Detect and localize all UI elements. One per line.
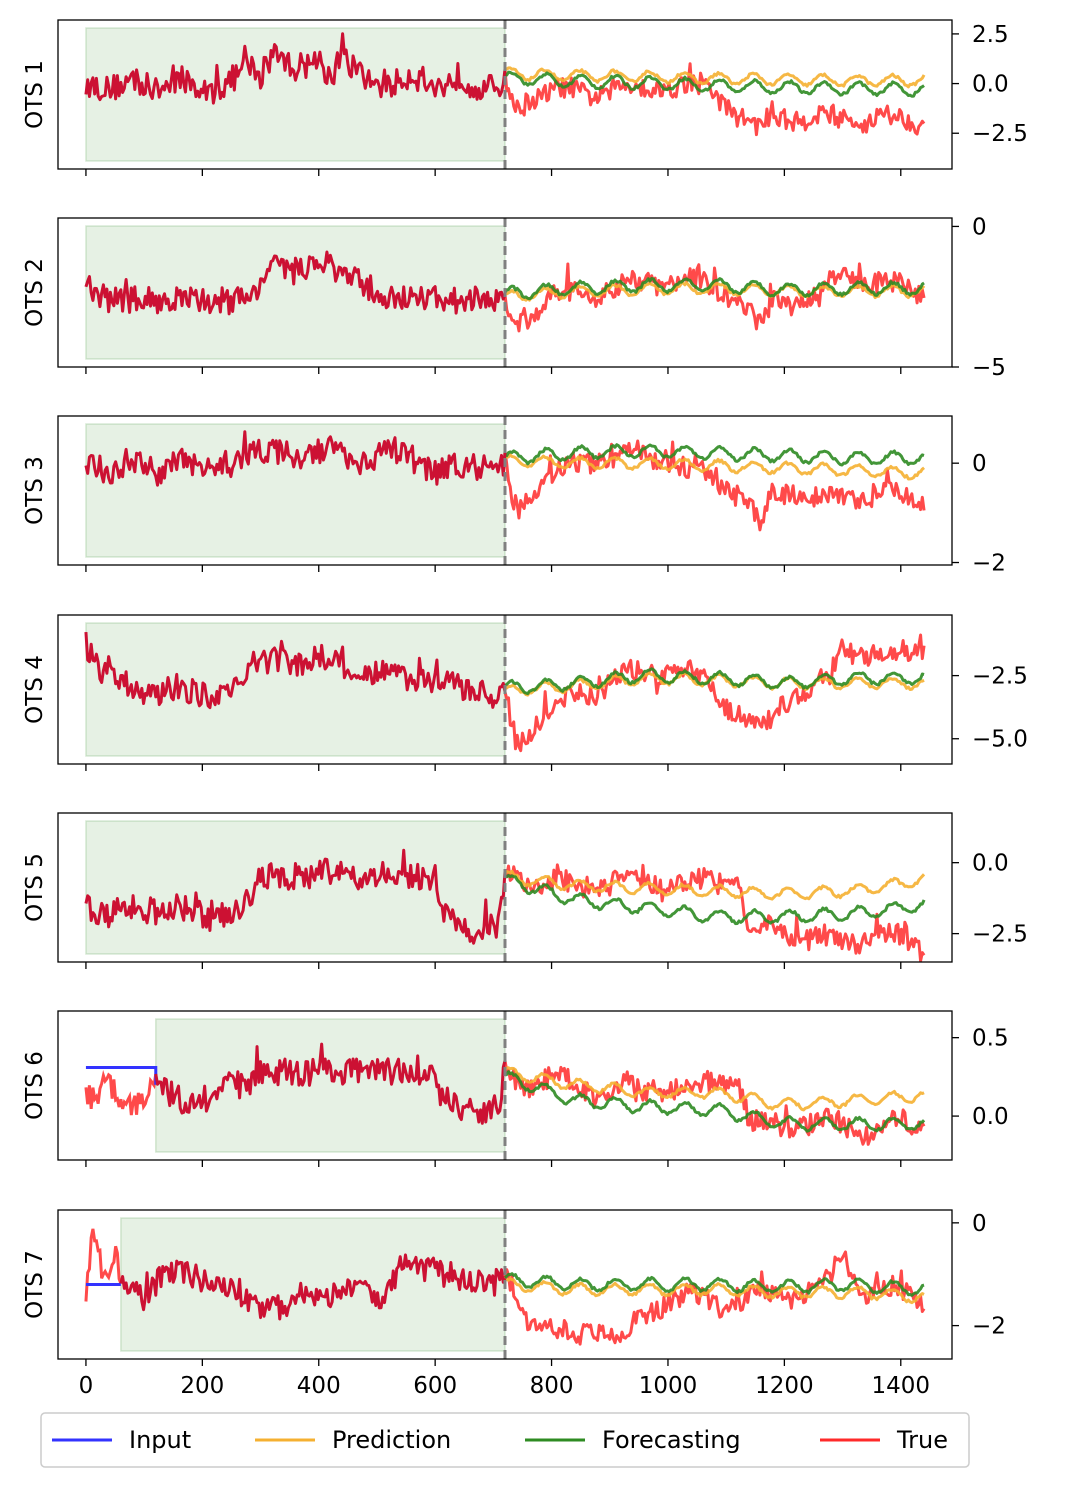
x-tick-label: 0 <box>79 1373 94 1399</box>
panel-plot-area <box>84 1018 926 1153</box>
x-tick-label: 400 <box>297 1373 341 1399</box>
y-tick-label: −2 <box>972 1314 1006 1340</box>
lookback-window-region <box>120 1217 506 1352</box>
legend-item-input: Input <box>52 1426 191 1454</box>
y-tick-label: −2.5 <box>972 121 1028 147</box>
y-tick-label: 2.5 <box>972 22 1009 48</box>
true-past-line <box>84 1069 158 1116</box>
prediction-line <box>503 869 926 901</box>
true-future-line <box>503 262 926 333</box>
legend-label-prediction: Prediction <box>332 1426 451 1454</box>
y-tick-label: 0.0 <box>972 72 1009 98</box>
y-tick-label: −2.5 <box>972 922 1028 948</box>
y-tick-label: 0.0 <box>972 851 1009 877</box>
y-tick-label: −5.0 <box>972 727 1028 753</box>
panel-frame <box>57 217 953 368</box>
forecasting-line <box>503 276 925 301</box>
y-tick-label: −2 <box>972 551 1006 577</box>
legend-label-true: True <box>896 1426 948 1454</box>
input-true-overlap-line <box>119 1253 507 1321</box>
panel-plot-area <box>84 423 926 558</box>
legend-label-input: Input <box>129 1426 191 1454</box>
panel-3: 0 −2 OTS 3 <box>22 415 1006 577</box>
forecasting-line <box>504 667 925 696</box>
legend: Input Prediction Forecasting True <box>40 1412 970 1468</box>
x-tick-label: 1400 <box>872 1373 931 1399</box>
y-axis-label: OTS 7 <box>22 1250 48 1319</box>
true-past-line <box>84 1228 123 1302</box>
panel-plot-area <box>84 820 926 962</box>
panel-7: 0 200 400 600 800 1000 1200 1400 0 −2 OTS 7 <box>22 1209 1006 1399</box>
x-tick-label: 600 <box>413 1373 457 1399</box>
panel-frame <box>57 1209 953 1360</box>
x-tick-label: 1000 <box>639 1373 698 1399</box>
input-true-overlap-line <box>84 250 507 316</box>
forecasting-line <box>504 70 925 98</box>
legend-box <box>40 1412 970 1468</box>
true-future-line <box>503 633 926 753</box>
forecasting-line <box>504 443 925 467</box>
forecasting-line <box>504 1070 926 1133</box>
panel-1: 2.5 0.0 −2.5 OTS 1 <box>22 19 1028 176</box>
input-true-overlap-line <box>84 430 507 487</box>
true-future-line <box>503 1060 926 1146</box>
panel-frame <box>57 812 953 963</box>
true-future-line <box>503 62 926 137</box>
y-tick-label: 0.0 <box>972 1104 1009 1130</box>
lookback-window-region <box>85 423 506 558</box>
panel-plot-area <box>84 27 926 162</box>
panel-6: 0.5 0.0 OTS 6 <box>22 1010 1009 1167</box>
y-tick-label: −2.5 <box>972 664 1028 690</box>
panel-2: 0 −5 OTS 2 <box>22 214 1006 381</box>
prediction-line <box>504 1066 925 1112</box>
x-tick-label: 200 <box>180 1373 224 1399</box>
y-axis-label: OTS 5 <box>22 853 48 922</box>
input-true-overlap-line <box>84 848 507 945</box>
x-tick-label: 800 <box>530 1373 574 1399</box>
lookback-window-region <box>85 820 506 955</box>
y-axis-label: OTS 4 <box>22 655 48 724</box>
y-tick-label: −5 <box>972 355 1006 381</box>
y-tick-label: 0 <box>972 1211 987 1237</box>
panel-frame <box>57 19 953 170</box>
panel-frame <box>57 1010 953 1161</box>
input-line <box>85 1065 158 1085</box>
true-future-line <box>503 439 926 532</box>
panel-5: 0.0 −2.5 OTS 5 <box>22 812 1028 969</box>
forecasting-line <box>503 1272 925 1297</box>
forecasting-line <box>504 873 926 926</box>
panel-4: −2.5 −5.0 OTS 4 <box>22 614 1028 771</box>
y-tick-label: 0 <box>972 451 987 477</box>
true-future-line <box>503 863 926 962</box>
y-tick-label: 0 <box>972 214 987 240</box>
panel-plot-area <box>84 1217 926 1352</box>
legend-item-forecasting: Forecasting <box>525 1426 741 1454</box>
y-axis-label: OTS 2 <box>22 258 48 327</box>
y-axis-label: OTS 6 <box>22 1051 48 1120</box>
panel-frame <box>57 614 953 765</box>
legend-item-true: True <box>820 1426 948 1454</box>
y-axis-label: OTS 3 <box>22 456 48 525</box>
true-future-line <box>503 1250 926 1346</box>
input-true-overlap-line <box>154 1042 507 1125</box>
panel-plot-area <box>84 622 926 757</box>
prediction-line <box>504 453 926 481</box>
prediction-line <box>504 66 926 89</box>
input-true-overlap-line <box>84 32 507 105</box>
panel-frame <box>57 415 953 566</box>
x-tick-label: 1200 <box>755 1373 814 1399</box>
y-tick-label: 0.5 <box>972 1026 1009 1052</box>
legend-label-forecasting: Forecasting <box>602 1426 741 1454</box>
legend-item-prediction: Prediction <box>255 1426 451 1454</box>
input-true-overlap-line <box>84 631 507 710</box>
lookback-window-region <box>155 1018 506 1153</box>
y-axis-label: OTS 1 <box>22 60 48 129</box>
prediction-line <box>504 1276 925 1305</box>
